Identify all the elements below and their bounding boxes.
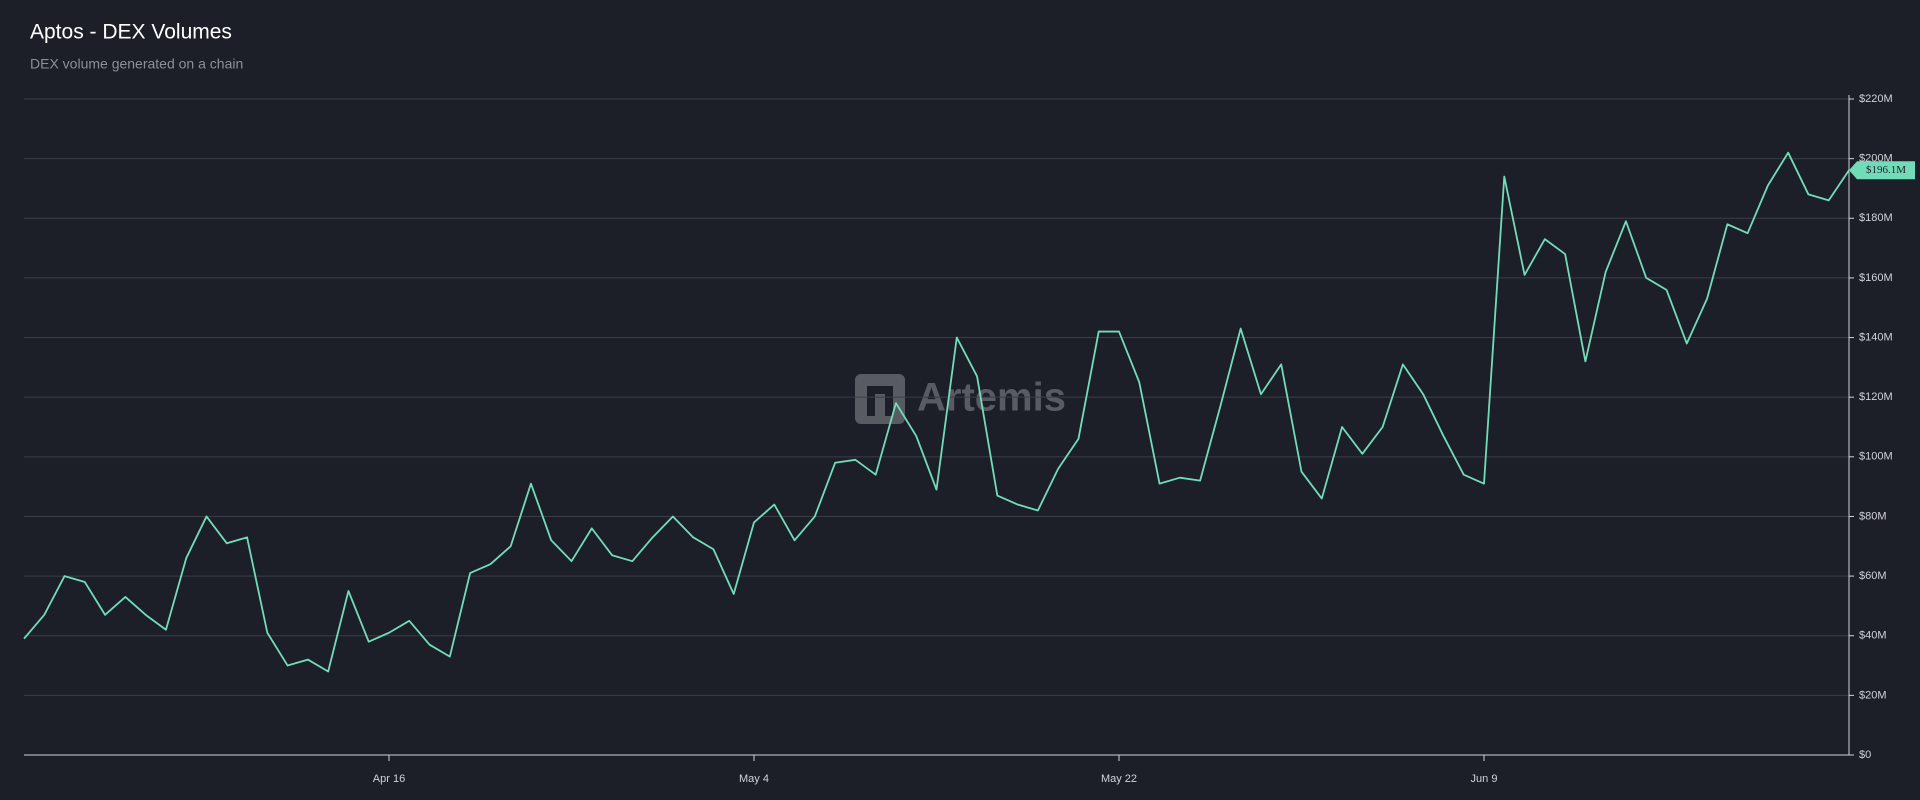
y-tick-label: $160M <box>1859 272 1893 284</box>
watermark-logo-cut <box>875 394 885 416</box>
grid <box>24 98 1849 756</box>
y-tick-label: $100M <box>1859 451 1893 463</box>
y-tick-label: $0 <box>1859 749 1871 761</box>
y-tick-label: $220M <box>1859 93 1893 105</box>
y-tick-label: $120M <box>1859 391 1893 403</box>
chart-title: Aptos - DEX Volumes <box>30 21 232 44</box>
y-tick-label: $140M <box>1859 331 1893 343</box>
value-label: $196.1M <box>1866 164 1906 176</box>
x-tick-label: Jun 9 <box>1471 773 1498 785</box>
y-tick-label: $40M <box>1859 630 1887 642</box>
y-tick-label: $20M <box>1859 689 1887 701</box>
x-tick-label: May 4 <box>739 773 769 785</box>
watermark-logo-cut <box>867 386 893 416</box>
x-tick-label: Apr 16 <box>373 773 405 785</box>
y-tick-label: $180M <box>1859 212 1893 224</box>
chart-subtitle: DEX volume generated on a chain <box>30 56 243 72</box>
watermark-logo <box>855 374 905 424</box>
data-line <box>23 151 1850 673</box>
watermark: Artemis <box>855 374 1066 424</box>
value-label-tag <box>1849 161 1915 180</box>
y-tick-label: $80M <box>1859 510 1887 522</box>
y-tick-label: $60M <box>1859 570 1887 582</box>
x-tick-label: May 22 <box>1101 773 1137 785</box>
